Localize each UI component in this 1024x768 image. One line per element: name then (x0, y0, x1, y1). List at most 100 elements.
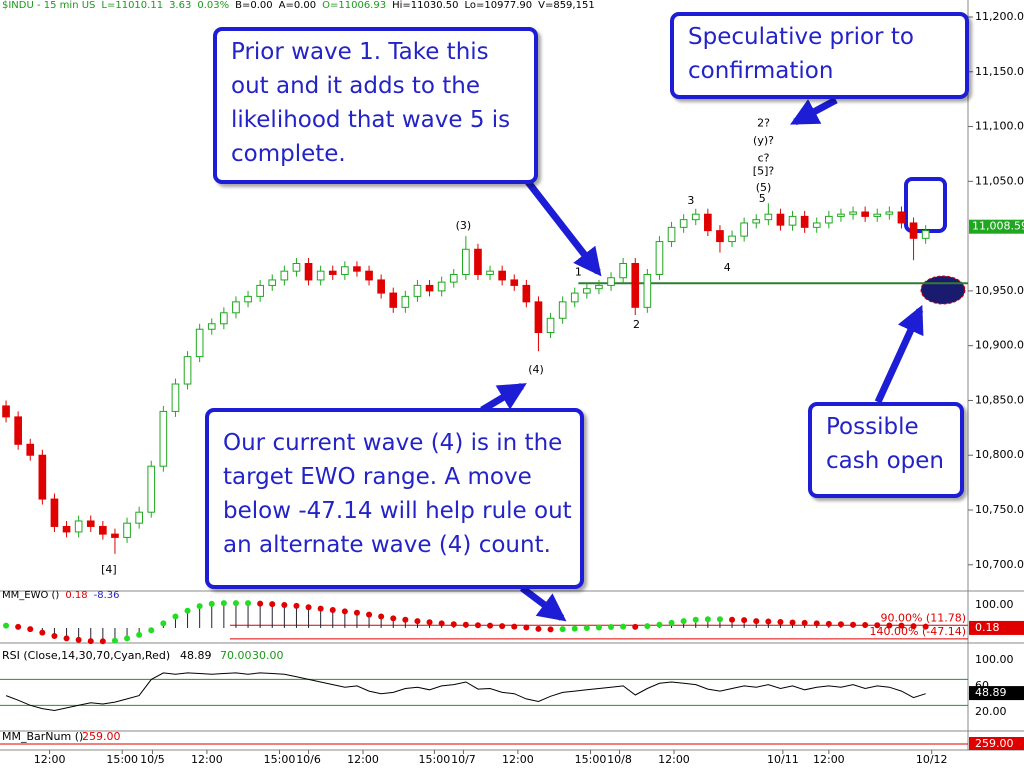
candle-body (643, 273, 652, 308)
candle-body (195, 328, 204, 358)
candle-body (244, 295, 252, 303)
candle-body (921, 230, 930, 239)
candle-body (292, 263, 301, 272)
rsi-label: RSI (Close,14,30,70,Cyan,Red) (2, 649, 170, 662)
ewo-dot (559, 626, 566, 633)
candle-body (86, 520, 95, 527)
candle-body (365, 270, 373, 281)
ewo-dot (474, 622, 481, 629)
last: L=11010.11 (101, 0, 164, 11)
ewo-dot (172, 613, 179, 620)
ewo-dot (680, 618, 687, 625)
candle-body (667, 226, 676, 243)
candle-body (14, 416, 22, 445)
barnum-current-label: 259.00 (975, 737, 1014, 750)
x-tick-label: 12:00 (347, 753, 379, 766)
ewo-dot (208, 600, 215, 607)
ewo-dot (886, 622, 893, 629)
y-tick-label: 11,050.00 (975, 174, 1024, 187)
y-tick-label: 10,850.00 (975, 393, 1024, 406)
ewo-dot (837, 621, 844, 628)
y-tick-label: 10,900.00 (975, 339, 1024, 352)
ewo-dot (366, 611, 373, 618)
candle-body (583, 288, 591, 294)
y-tick-label: 10,700.00 (975, 558, 1024, 571)
candle-body (740, 222, 748, 237)
ewo-dot (184, 607, 191, 614)
candle-body (232, 301, 240, 314)
ewo-dot (414, 618, 421, 625)
x-tick-label: 10/12 (916, 753, 948, 766)
last-price-label: 11,008.59 (972, 220, 1024, 233)
candle-body (486, 270, 494, 275)
ewo-dot (813, 620, 820, 627)
pct: 0.03% (197, 0, 230, 11)
arrows (480, 96, 924, 622)
ewo-header: MM_EWO () 0.18 -8.36 (2, 590, 125, 601)
annotation-line: Our current wave (4) is in the (223, 430, 563, 456)
ewo-dot (75, 636, 82, 643)
ewo-dot (426, 619, 433, 626)
wave-label: 2? (757, 116, 770, 129)
x-tick-label: 15:00 (264, 753, 296, 766)
ewo-dot (281, 601, 288, 608)
volume: V=859,151 (538, 0, 595, 11)
ewo-dot (160, 620, 167, 627)
ewo-dot (341, 608, 348, 615)
candle-body (655, 241, 664, 275)
x-tick-label: 12:00 (502, 753, 534, 766)
candle-body (183, 356, 192, 385)
ewo-dot (910, 623, 917, 630)
wave-label: c? (758, 151, 770, 164)
ewo-value: 0.18 (65, 590, 88, 601)
wave-label: 2 (633, 318, 640, 331)
annotation-line: confirmation (688, 58, 834, 84)
candle-body (897, 211, 906, 224)
candle-body (413, 284, 422, 297)
candle-body (800, 215, 809, 228)
x-tick-label: 10/6 (296, 753, 321, 766)
x-tick-label: 15:00 (575, 753, 607, 766)
annotation: Possible cash open (808, 402, 964, 498)
ewo-dot (765, 618, 772, 625)
x-tick-label: 10/5 (140, 753, 165, 766)
x-tick-label: 10/11 (767, 753, 799, 766)
ask: A=0.00 (278, 0, 317, 11)
candle-body (147, 465, 156, 513)
ewo-current-box (969, 620, 1024, 635)
candle-body (510, 279, 519, 286)
candle-body (304, 263, 313, 281)
candle-body (50, 498, 59, 527)
ewo-dot (789, 619, 796, 626)
ewo-dot (692, 616, 699, 623)
candle-body (498, 270, 506, 281)
ewo-dot (499, 623, 506, 630)
candle-body (558, 301, 567, 319)
ewo-dot (487, 622, 494, 629)
marker-ellipse (920, 275, 966, 305)
annotation-line: an alternate wave (4) count. (223, 532, 551, 558)
candle-body (207, 323, 216, 330)
wave-label: (y)? (753, 134, 774, 147)
ewo-dot (704, 616, 711, 623)
candle-body (728, 235, 736, 243)
ewo-dot (462, 621, 469, 628)
ewo-dot (124, 635, 131, 642)
candle-body (679, 219, 688, 228)
ewo-dot (595, 624, 602, 631)
candle-body (825, 215, 833, 224)
candle-body (401, 295, 410, 308)
ewo-dot (136, 631, 143, 638)
ewo-dot (450, 621, 457, 628)
wave-label: [4] (101, 563, 117, 576)
candle-body (99, 525, 107, 535)
ewo-label: MM_EWO () (2, 590, 60, 601)
candle-body (885, 211, 894, 215)
wave-label: 3 (687, 194, 694, 207)
barnum-box (969, 737, 1024, 750)
candle-body (691, 213, 700, 221)
candle-body (704, 213, 712, 232)
ewo-dot (632, 623, 639, 630)
ewo-dot (922, 623, 929, 630)
rsi-value: 48.89 (180, 649, 212, 662)
